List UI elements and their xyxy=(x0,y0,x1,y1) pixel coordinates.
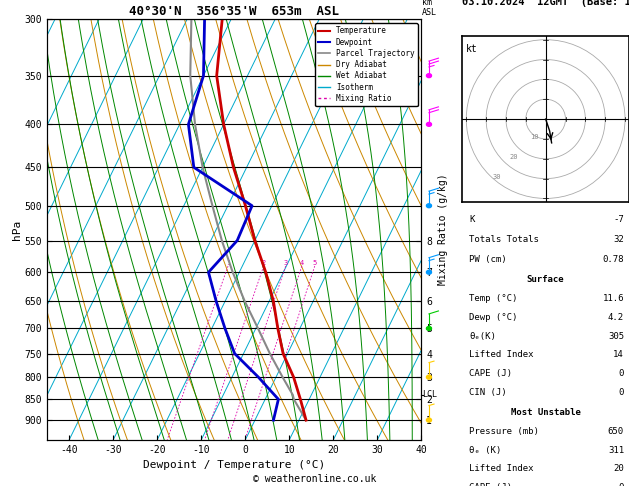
Text: CAPE (J): CAPE (J) xyxy=(469,369,512,378)
Text: Lifted Index: Lifted Index xyxy=(469,350,533,359)
Text: Dewp (°C): Dewp (°C) xyxy=(469,313,518,322)
Text: θₑ (K): θₑ (K) xyxy=(469,446,501,454)
Text: 11.6: 11.6 xyxy=(603,294,624,303)
Text: LCL: LCL xyxy=(422,390,437,399)
Text: Lifted Index: Lifted Index xyxy=(469,465,533,473)
Text: 2: 2 xyxy=(262,260,265,266)
Text: PW (cm): PW (cm) xyxy=(469,255,506,264)
Text: 10: 10 xyxy=(530,134,538,140)
Y-axis label: hPa: hPa xyxy=(12,220,22,240)
Text: 32: 32 xyxy=(613,235,624,243)
Text: Pressure (mb): Pressure (mb) xyxy=(469,427,539,436)
Text: 14: 14 xyxy=(613,350,624,359)
Text: © weatheronline.co.uk: © weatheronline.co.uk xyxy=(253,473,376,484)
Text: Most Unstable: Most Unstable xyxy=(511,408,581,417)
Text: 0: 0 xyxy=(619,369,624,378)
Text: K: K xyxy=(469,214,474,224)
Text: 0: 0 xyxy=(619,388,624,397)
Text: 03.10.2024  12GMT  (Base: 18): 03.10.2024 12GMT (Base: 18) xyxy=(462,0,629,7)
Y-axis label: Mixing Ratio (g/kg): Mixing Ratio (g/kg) xyxy=(438,174,448,285)
Text: 650: 650 xyxy=(608,427,624,436)
Title: 40°30'N  356°35'W  653m  ASL: 40°30'N 356°35'W 653m ASL xyxy=(130,5,339,18)
Legend: Temperature, Dewpoint, Parcel Trajectory, Dry Adiabat, Wet Adiabat, Isotherm, Mi: Temperature, Dewpoint, Parcel Trajectory… xyxy=(315,23,418,106)
Text: CIN (J): CIN (J) xyxy=(469,388,506,397)
Text: Surface: Surface xyxy=(527,275,564,284)
Text: 0.78: 0.78 xyxy=(603,255,624,264)
Text: 4: 4 xyxy=(299,260,304,266)
Text: 20: 20 xyxy=(613,465,624,473)
Text: -7: -7 xyxy=(613,214,624,224)
Text: 20: 20 xyxy=(510,154,518,160)
Text: 4.2: 4.2 xyxy=(608,313,624,322)
Text: kt: kt xyxy=(466,44,478,53)
Text: CAPE (J): CAPE (J) xyxy=(469,483,512,486)
Text: 30: 30 xyxy=(492,174,501,180)
Text: Totals Totals: Totals Totals xyxy=(469,235,539,243)
Text: 1: 1 xyxy=(226,260,230,266)
Text: 5: 5 xyxy=(313,260,317,266)
Text: 305: 305 xyxy=(608,331,624,341)
Text: Temp (°C): Temp (°C) xyxy=(469,294,518,303)
Text: 0: 0 xyxy=(619,483,624,486)
X-axis label: Dewpoint / Temperature (°C): Dewpoint / Temperature (°C) xyxy=(143,460,325,470)
Text: 311: 311 xyxy=(608,446,624,454)
Text: km
ASL: km ASL xyxy=(422,0,437,17)
Text: 3: 3 xyxy=(284,260,288,266)
Text: θₑ(K): θₑ(K) xyxy=(469,331,496,341)
